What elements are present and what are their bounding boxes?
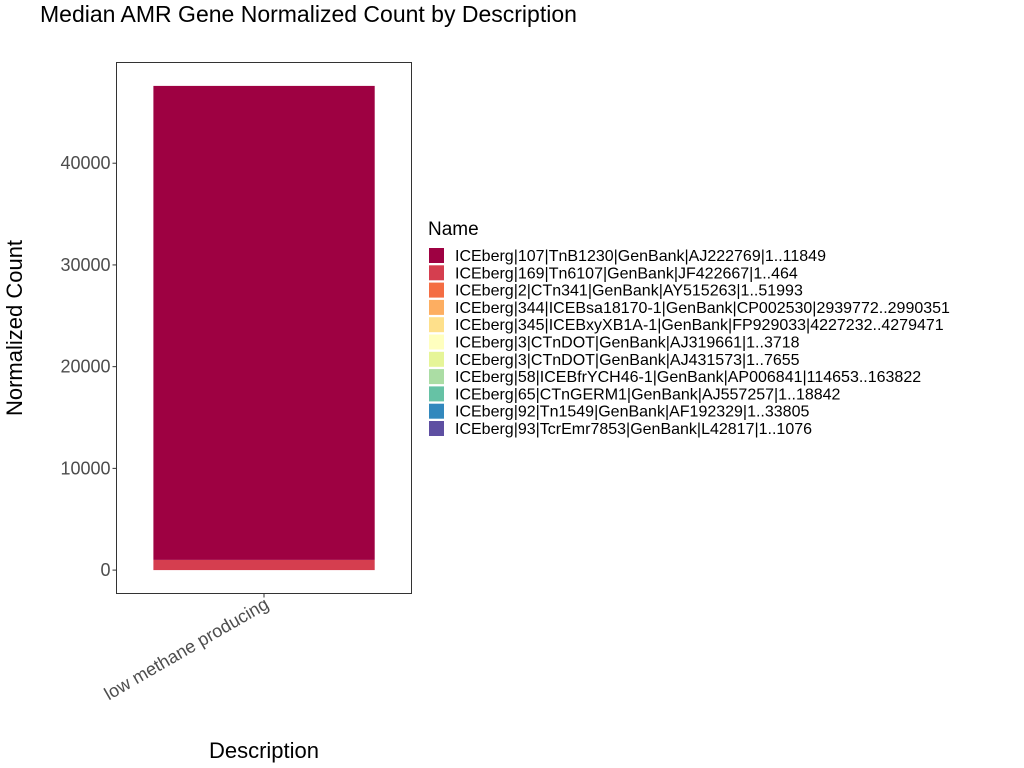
y-tick-label: 20000 — [60, 357, 110, 377]
legend-title: Name — [428, 219, 479, 240]
legend-swatch — [429, 317, 444, 333]
legend-label: ICEberg|58|ICEBfrYCH46-1|GenBank|AP00684… — [455, 369, 921, 386]
y-axis-title: Normalized Count — [2, 240, 27, 416]
legend-label: ICEberg|2|CTn341|GenBank|AY515263|1..519… — [455, 283, 803, 300]
legend-swatch — [429, 282, 444, 298]
legend-swatch — [429, 421, 444, 436]
legend: Name ICEberg|107|TnB1230|GenBank|AJ22276… — [428, 219, 950, 438]
legend-label: ICEberg|93|TcrEmr7853|GenBank|L42817|1..… — [455, 421, 812, 438]
y-tick-label: 40000 — [60, 153, 110, 173]
legend-swatch — [429, 299, 444, 315]
legend-swatch — [429, 334, 444, 350]
legend-label: ICEberg|345|ICEBxyXB1A-1|GenBank|FP92903… — [455, 317, 944, 334]
chart-title: Median AMR Gene Normalized Count by Desc… — [40, 1, 577, 27]
legend-swatch — [429, 403, 444, 419]
x-axis-title: Description — [209, 738, 319, 763]
legend-swatch — [429, 351, 444, 367]
y-tick-label: 0 — [100, 560, 110, 580]
x-tick-label: low methane producing — [101, 594, 272, 704]
legend-label: ICEberg|169|Tn6107|GenBank|JF422667|1..4… — [455, 265, 798, 282]
y-axis: 0 10000 20000 30000 40000 — [60, 153, 117, 580]
bar-segment — [153, 85, 375, 560]
x-axis: low methane producing — [101, 593, 272, 704]
legend-label: ICEberg|3|CTnDOT|GenBank|AJ319661|1..371… — [455, 335, 800, 352]
legend-label: ICEberg|344|ICEBsa18170-1|GenBank|CP0025… — [455, 300, 950, 317]
legend-label: ICEberg|3|CTnDOT|GenBank|AJ431573|1..765… — [455, 352, 800, 369]
y-tick-label: 30000 — [60, 255, 110, 275]
legend-swatch — [429, 369, 444, 385]
legend-swatch — [429, 248, 444, 263]
legend-label: ICEberg|107|TnB1230|GenBank|AJ222769|1..… — [455, 248, 826, 265]
legend-swatch — [429, 386, 444, 402]
y-tick-label: 10000 — [60, 458, 110, 478]
legend-label: ICEberg|92|Tn1549|GenBank|AF192329|1..33… — [455, 404, 809, 421]
bar-segment — [153, 559, 375, 571]
legend-swatch — [429, 265, 444, 281]
legend-label: ICEberg|65|CTnGERM1|GenBank|AJ557257|1..… — [455, 386, 841, 403]
bar-stack — [153, 85, 375, 571]
